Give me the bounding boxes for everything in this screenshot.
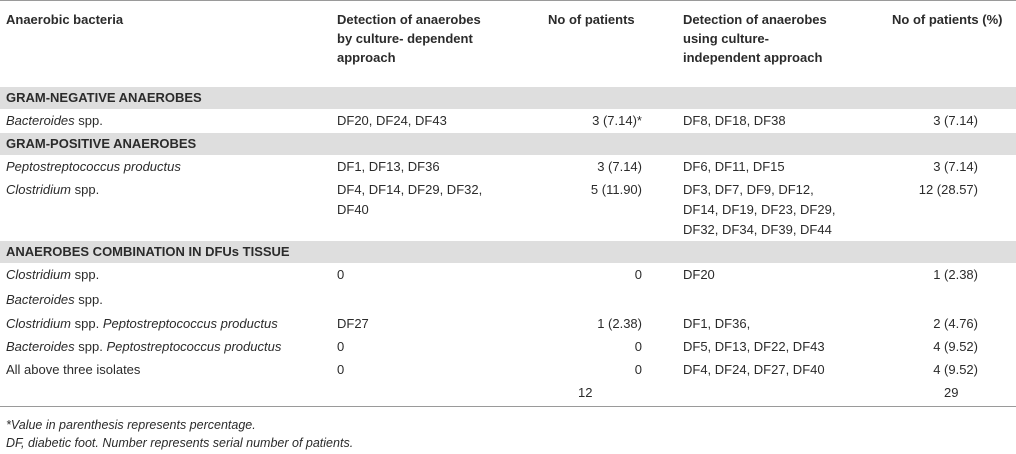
row-clos-pepto-patients-indep: 2 (4.76)	[933, 316, 978, 331]
header-culture-dependent-line3: approach	[337, 50, 396, 65]
section-title: GRAM-NEGATIVE ANAEROBES	[6, 90, 202, 105]
row-pepto-culture-dep: DF1, DF13, DF36	[337, 159, 440, 174]
row-bacteroides-patients-indep: 3 (7.14)	[933, 113, 978, 128]
row-clostridium-culture-dep-line1: DF4, DF14, DF29, DF32,	[337, 182, 483, 197]
row-clos-bact-name-line1: Clostridium spp.	[6, 267, 100, 282]
row-all-three-name: All above three isolates	[6, 362, 141, 377]
header-culture-independent-line2: using culture-	[683, 31, 769, 46]
row-clostridium-culture-dep-line2: DF40	[337, 202, 369, 217]
row-clostridium-patients-dep: 5 (11.90)	[590, 182, 642, 197]
section-title: ANAEROBES COMBINATION IN DFUs TISSUE	[6, 244, 290, 259]
row-pepto-patients-dep: 3 (7.14)	[597, 159, 642, 174]
header-culture-dependent-line1: Detection of anaerobes	[337, 12, 481, 27]
row-bact-pepto-culture-dep: 0	[337, 339, 345, 354]
row-clos-bact-patients-indep: 1 (2.38)	[933, 267, 978, 282]
row-clos-bact-culture-dep: 0	[337, 267, 345, 282]
row-all-three-patients-dep: 0	[634, 362, 642, 377]
footnote-percentage: *Value in parenthesis represents percent…	[6, 418, 256, 432]
total-patients-indep: 29	[944, 385, 959, 400]
row-pepto-name: Peptostreptococcus productus	[6, 159, 181, 174]
row-all-three-culture-dep: 0	[337, 362, 345, 377]
row-bacteroides-culture-dep: DF20, DF24, DF43	[337, 113, 447, 128]
header-no-of-patients-percent: No of patients (%)	[892, 12, 1003, 27]
row-clos-bact-culture-indep: DF20	[683, 267, 715, 282]
row-bact-pepto-culture-indep: DF5, DF13, DF22, DF43	[683, 339, 825, 354]
row-clostridium-name: Clostridium spp.	[6, 182, 100, 197]
row-bact-pepto-patients-dep: 0	[634, 339, 642, 354]
section-combination: ANAEROBES COMBINATION IN DFUs TISSUE	[0, 241, 1016, 263]
row-clos-bact-patients-dep: 0	[634, 267, 642, 282]
row-bact-pepto-name: Bacteroides spp. Peptostreptococcus prod…	[6, 339, 282, 354]
row-clos-pepto-name: Clostridium spp. Peptostreptococcus prod…	[6, 316, 278, 331]
row-clostridium-patients-indep: 12 (28.57)	[918, 182, 978, 197]
row-clos-pepto-culture-indep: DF1, DF36,	[683, 316, 751, 331]
header-no-of-patients: No of patients	[548, 12, 635, 27]
row-clos-pepto-culture-dep: DF27	[337, 316, 369, 331]
table-bottom-rule	[0, 406, 1016, 407]
row-clostridium-culture-indep-line2: DF14, DF19, DF23, DF29,	[683, 202, 836, 217]
header-culture-independent-line1: Detection of anaerobes	[683, 12, 827, 27]
total-patients-dep: 12	[578, 385, 593, 400]
row-bacteroides-name: Bacteroides spp.	[6, 113, 103, 128]
row-all-three-culture-indep: DF4, DF24, DF27, DF40	[683, 362, 825, 377]
section-title: GRAM-POSITIVE ANAEROBES	[6, 136, 197, 151]
row-clos-pepto-patients-dep: 1 (2.38)	[597, 316, 642, 331]
row-pepto-culture-indep: DF6, DF11, DF15	[683, 159, 785, 174]
header-culture-independent-line3: independent approach	[683, 50, 823, 65]
row-clostridium-culture-indep-line3: DF32, DF34, DF39, DF44	[683, 222, 832, 237]
header-anaerobic-bacteria: Anaerobic bacteria	[6, 12, 124, 27]
row-clos-bact-name-line2: Bacteroides spp.	[6, 292, 103, 307]
section-gram-positive: GRAM-POSITIVE ANAEROBES	[0, 133, 1016, 155]
row-clostridium-culture-indep-line1: DF3, DF7, DF9, DF12,	[683, 182, 814, 197]
row-bact-pepto-patients-indep: 4 (9.52)	[933, 339, 978, 354]
row-bacteroides-culture-indep: DF8, DF18, DF38	[683, 113, 786, 128]
row-all-three-patients-indep: 4 (9.52)	[933, 362, 978, 377]
row-bacteroides-patients-dep: 3 (7.14)*	[592, 113, 642, 128]
header-culture-dependent-line2: by culture- dependent	[337, 31, 473, 46]
footnote-df: DF, diabetic foot. Number represents ser…	[6, 436, 354, 450]
table-header: Anaerobic bacteria Detection of anaerobe…	[0, 0, 1016, 88]
row-pepto-patients-indep: 3 (7.14)	[933, 159, 978, 174]
section-gram-negative: GRAM-NEGATIVE ANAEROBES	[0, 87, 1016, 109]
